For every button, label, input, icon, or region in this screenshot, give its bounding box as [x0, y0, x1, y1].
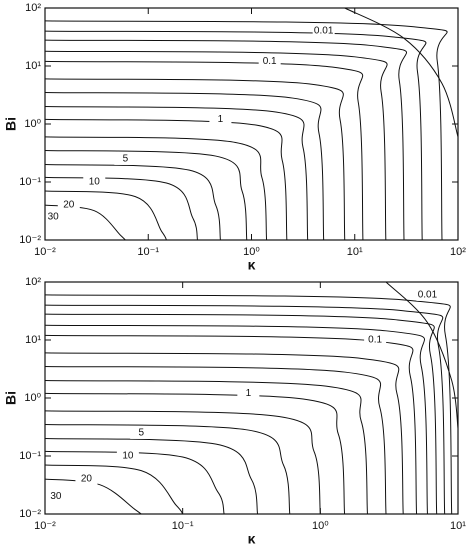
- contour-line: [44, 39, 407, 241]
- x-axis-label: κ: [248, 531, 256, 547]
- annotation-bg: [116, 450, 139, 462]
- contour-line: [44, 438, 259, 515]
- contour-label: 10: [89, 177, 101, 188]
- contour-line: [44, 304, 446, 515]
- contour-label: 20: [63, 200, 75, 211]
- y-tick-label: 10⁰: [24, 392, 41, 404]
- contour-line: [44, 324, 428, 515]
- contour-line: [44, 380, 368, 515]
- contour-label: 20: [81, 474, 93, 485]
- x-tick-label: 10¹: [347, 246, 363, 258]
- contour-line: [44, 136, 268, 241]
- contour-line: [44, 20, 448, 241]
- contour-label: 30: [50, 491, 62, 502]
- contour-label: 30: [48, 212, 60, 223]
- annotation-bg: [258, 55, 281, 68]
- annotation-bg: [75, 473, 98, 486]
- y-tick-label: 10⁻²: [19, 234, 41, 246]
- x-tick-label: 10¹: [450, 520, 466, 532]
- contour-line: [44, 30, 427, 241]
- y-tick-label: 10²: [25, 2, 41, 14]
- contour-line: [44, 149, 248, 241]
- contour-line: [44, 50, 388, 241]
- contour-label: 0.1: [263, 56, 277, 67]
- contour-line: [44, 164, 221, 241]
- annotation-bg: [364, 334, 387, 346]
- contour-line: [44, 352, 404, 515]
- annotation-bg: [114, 152, 137, 165]
- y-tick-label: 10⁻¹: [19, 176, 41, 188]
- annotation-bg: [209, 113, 232, 126]
- contour-line: [44, 450, 225, 515]
- contour-label: 0.01: [314, 26, 334, 37]
- x-tick-label: 10⁻²: [34, 520, 56, 532]
- contour-label: 0.1: [368, 335, 382, 346]
- contour-line: [385, 281, 459, 429]
- y-axis-label: Bi: [3, 391, 19, 405]
- contour-line: [44, 313, 438, 515]
- plot-frame: [44, 7, 459, 241]
- y-tick-label: 10¹: [25, 334, 41, 346]
- y-tick-label: 10⁰: [24, 118, 41, 130]
- y-tick-label: 10⁻¹: [19, 450, 41, 462]
- x-tick-label: 10⁻²: [34, 246, 56, 258]
- contour-line: [44, 106, 309, 241]
- annotation-bg: [130, 426, 153, 439]
- x-axis-label: κ: [248, 257, 256, 273]
- contour-line: [44, 423, 291, 515]
- annotation-bg: [312, 25, 335, 38]
- y-tick-label: 10⁻²: [19, 508, 41, 520]
- contour-line: [44, 118, 288, 241]
- contour-label: 1: [218, 114, 224, 125]
- contour-line: [44, 365, 387, 515]
- contour-label: 0.01: [418, 290, 438, 301]
- x-tick-label: 10⁰: [243, 246, 260, 258]
- contour-label: 1: [246, 388, 252, 399]
- contour-line: [344, 7, 459, 138]
- x-tick-label: 10²: [450, 246, 466, 258]
- y-axis-label: Bi: [3, 117, 19, 131]
- annotation-bg: [237, 387, 260, 400]
- contour-line: [44, 91, 325, 241]
- x-tick-label: 10⁰: [312, 520, 329, 532]
- x-tick-label: 10⁻¹: [137, 246, 159, 258]
- y-tick-label: 10¹: [25, 60, 41, 72]
- annotation-bg: [42, 210, 65, 223]
- contour-line: [44, 294, 453, 515]
- y-tick-label: 10²: [25, 276, 41, 288]
- contour-line: [44, 78, 346, 241]
- annotation-bg: [44, 490, 67, 503]
- contour-label: 10: [122, 451, 134, 462]
- annotation-bg: [416, 288, 439, 301]
- annotation-bg: [83, 176, 106, 188]
- contour-line: [44, 410, 321, 515]
- contour-line: [44, 464, 184, 515]
- contour-label: 5: [138, 428, 144, 439]
- contour-label: 5: [123, 154, 129, 165]
- contour-line: [44, 190, 167, 241]
- x-tick-label: 10⁻¹: [172, 520, 194, 532]
- contour-line: [44, 334, 418, 515]
- contour-line: [44, 478, 142, 515]
- annotation-bg: [57, 199, 80, 212]
- plot-frame: [44, 281, 459, 515]
- contour-line: [44, 60, 364, 241]
- contour-line: [44, 392, 346, 515]
